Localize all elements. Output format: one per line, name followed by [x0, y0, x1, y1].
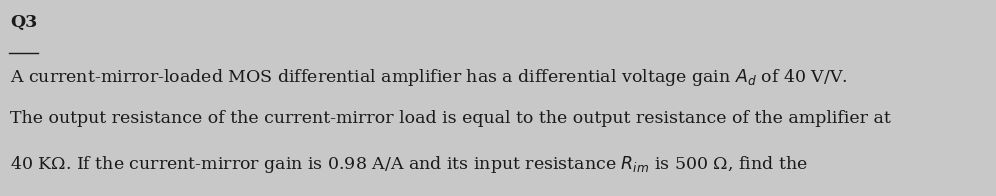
Text: The output resistance of the current-mirror load is equal to the output resistan: The output resistance of the current-mir…	[10, 110, 890, 127]
Text: 40 KΩ. If the current-mirror gain is 0.98 A/A and its input resistance $R_{im}$ : 40 KΩ. If the current-mirror gain is 0.9…	[10, 154, 808, 175]
Text: Q3: Q3	[10, 14, 37, 31]
Text: A current-mirror-loaded MOS differential amplifier has a differential voltage ga: A current-mirror-loaded MOS differential…	[10, 67, 848, 88]
